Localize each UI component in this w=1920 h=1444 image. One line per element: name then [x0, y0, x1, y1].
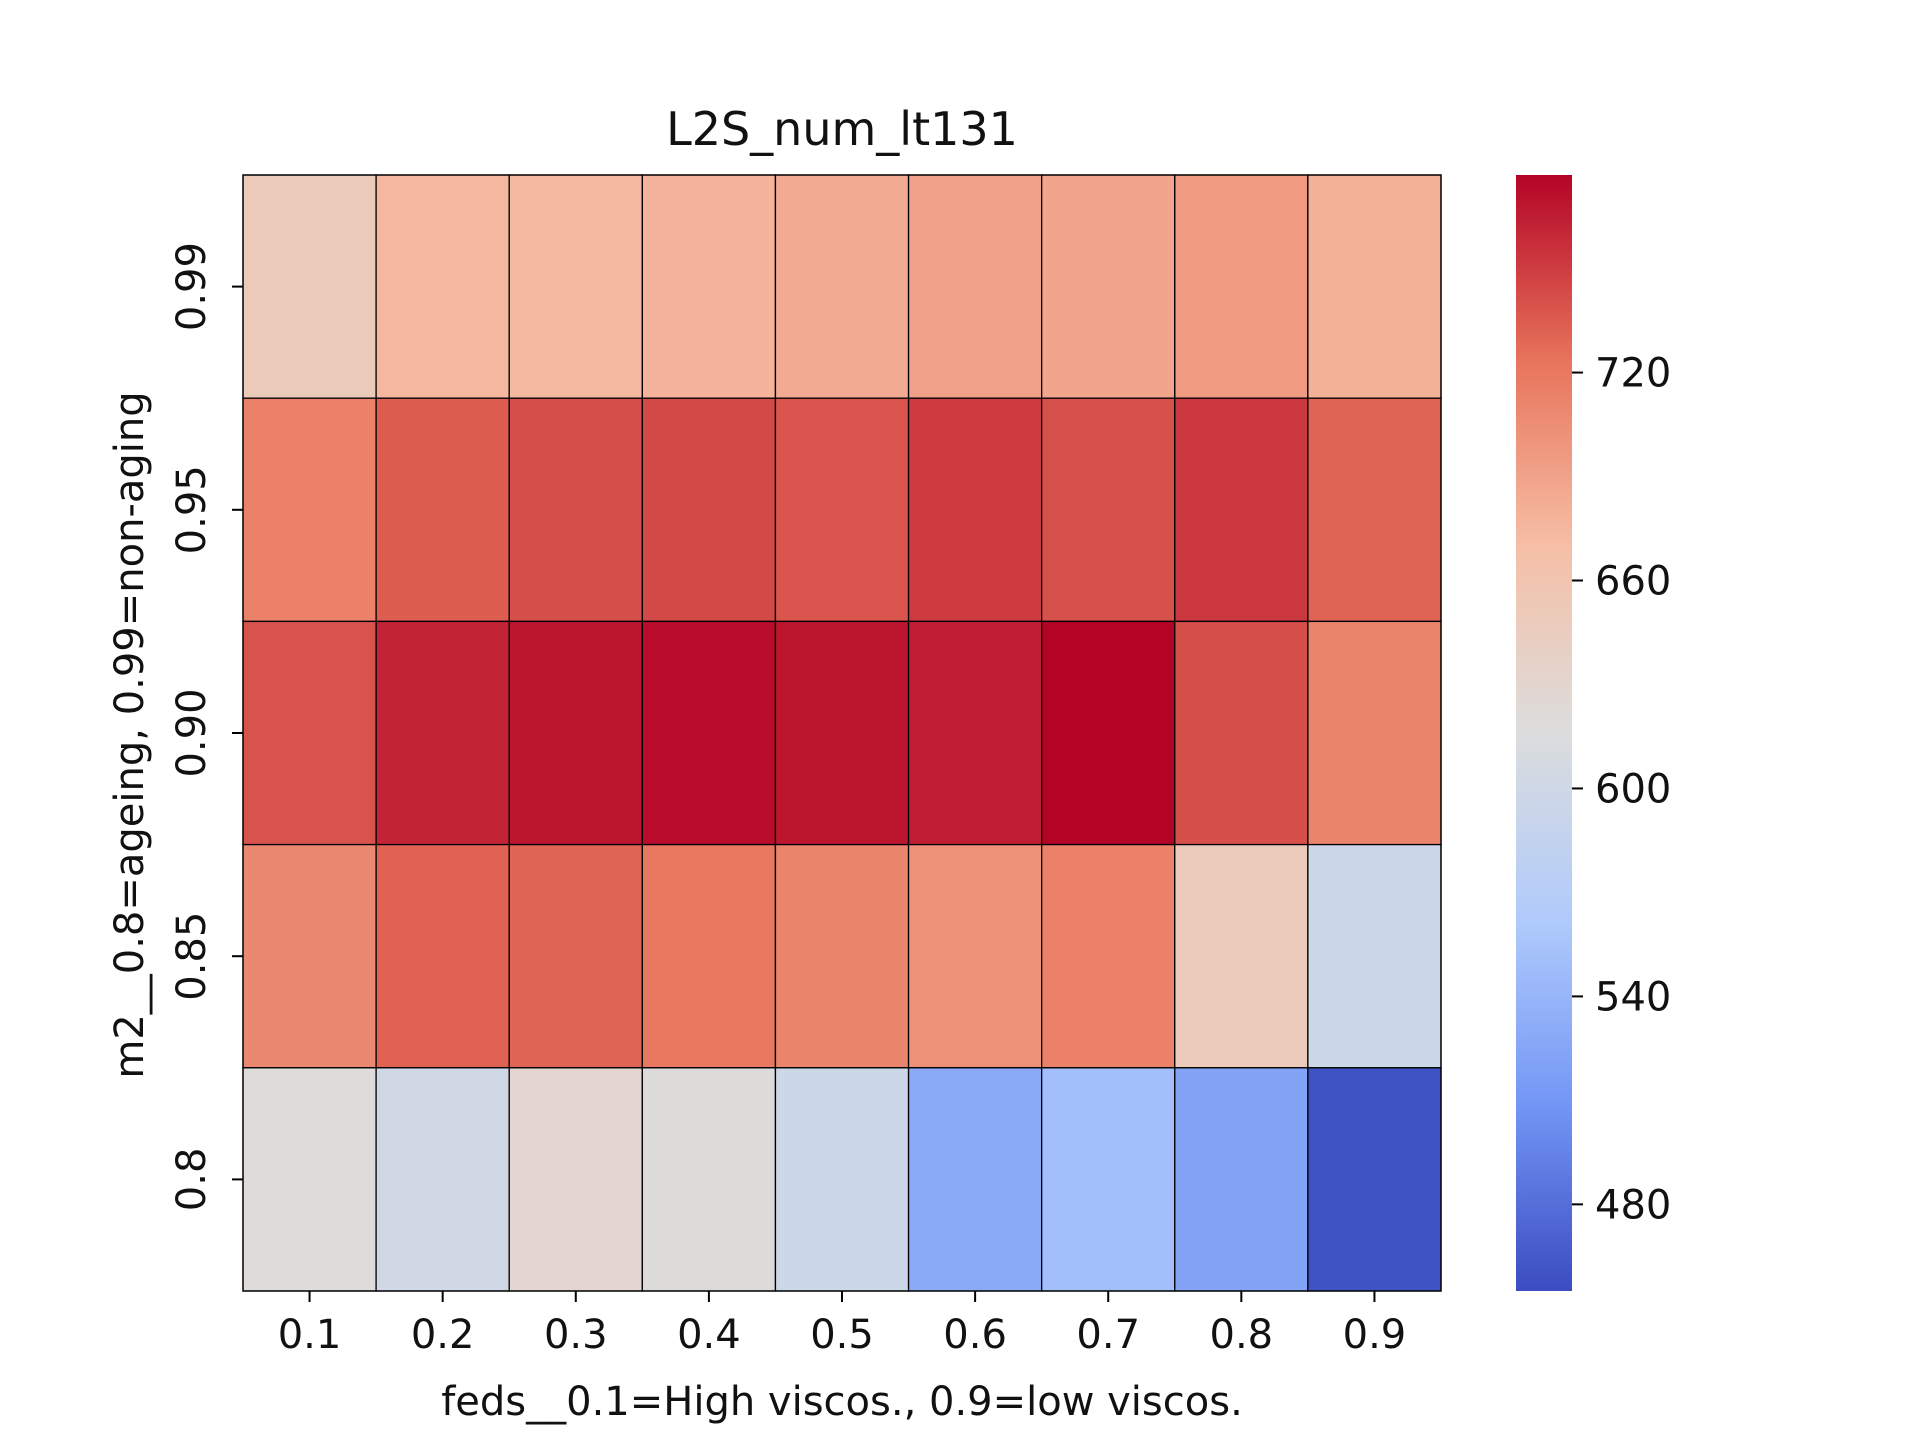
- x-tick-label: 0.3: [544, 1312, 608, 1358]
- heatmap-cell: [1041, 1067, 1176, 1292]
- heatmap-cell: [1307, 174, 1442, 399]
- colorbar: 480 540 600 660 720: [1516, 175, 1671, 1291]
- heatmap-cell: [242, 174, 377, 399]
- x-tick-label: 0.8: [1210, 1312, 1274, 1358]
- heatmap-cell: [641, 843, 777, 1069]
- y-tick-label: 0.95: [169, 465, 215, 554]
- colorbar-tick-label: 480: [1595, 1182, 1671, 1228]
- heatmap-cell: [375, 1067, 510, 1292]
- heatmap-cell: [375, 843, 510, 1069]
- heatmap-cell: [774, 843, 910, 1069]
- heatmap-cell: [907, 1067, 1043, 1292]
- heatmap-cell: [1041, 620, 1176, 846]
- heatmap-cell: [774, 397, 910, 623]
- y-tick-label: 0.85: [169, 912, 215, 1001]
- x-tick-label: 0.9: [1343, 1312, 1407, 1358]
- heatmap-cell: [508, 1067, 643, 1292]
- heatmap-cell: [1307, 1067, 1442, 1292]
- colorbar-tick-label: 660: [1595, 559, 1671, 605]
- heatmap-cell: [1041, 843, 1176, 1069]
- heatmap-cell: [1174, 843, 1309, 1069]
- chart-title: L2S_num_lt131: [666, 102, 1018, 156]
- heatmap-cell: [907, 174, 1043, 399]
- heatmap-cell: [907, 620, 1043, 846]
- colorbar-tick-label: 540: [1595, 974, 1671, 1020]
- y-tick-label: 0.90: [169, 688, 215, 777]
- heatmap-cell: [774, 1067, 910, 1292]
- heatmap-cell: [375, 174, 510, 399]
- x-axis-ticks: 0.1 0.2 0.3 0.4 0.5 0.6 0.7 0.8 0.9: [278, 1291, 1407, 1358]
- colorbar-gradient: [1516, 175, 1572, 1291]
- x-tick-label: 0.7: [1076, 1312, 1140, 1358]
- heatmap-cell: [242, 1067, 377, 1292]
- heatmap-cell: [907, 397, 1043, 623]
- heatmap-cell: [1307, 843, 1442, 1069]
- heatmap-cell: [508, 620, 643, 846]
- heatmap-cell: [375, 397, 510, 623]
- x-tick-label: 0.1: [278, 1312, 342, 1358]
- heatmap-cell: [774, 174, 910, 399]
- y-axis-ticks: 0.99 0.95 0.90 0.85 0.8: [169, 242, 243, 1211]
- y-tick-label: 0.8: [169, 1148, 215, 1212]
- heatmap-cell: [774, 620, 910, 846]
- heatmap-cell: [1174, 1067, 1309, 1292]
- heatmap-cell: [1174, 397, 1309, 623]
- colorbar-tick-label: 600: [1595, 766, 1671, 812]
- heatmap-cell: [1041, 174, 1176, 399]
- heatmap-cell: [375, 620, 510, 846]
- heatmap-cell: [508, 843, 643, 1069]
- heatmap-cell: [508, 397, 643, 623]
- heatmap-cell: [1174, 174, 1309, 399]
- heatmap-cell: [1174, 620, 1309, 846]
- x-tick-label: 0.2: [411, 1312, 475, 1358]
- heatmap-cell: [242, 620, 377, 846]
- heatmap-cell: [641, 1067, 777, 1292]
- x-tick-label: 0.5: [810, 1312, 874, 1358]
- heatmap-cell: [1307, 397, 1442, 623]
- colorbar-tick-label: 720: [1595, 351, 1671, 397]
- heatmap-cell: [641, 174, 777, 399]
- heatmap-cell: [242, 843, 377, 1069]
- x-tick-label: 0.4: [677, 1312, 741, 1358]
- x-axis-label: feds__0.1=High viscos., 0.9=low viscos.: [441, 1379, 1243, 1425]
- x-tick-label: 0.6: [943, 1312, 1007, 1358]
- heatmap-cell: [508, 174, 643, 399]
- heatmap-cell: [641, 397, 777, 623]
- y-tick-label: 0.99: [169, 242, 215, 331]
- y-axis-label: m2__0.8=ageing, 0.99=non-aging: [107, 391, 153, 1078]
- heatmap-cells: [242, 174, 1442, 1292]
- heatmap-cell: [242, 397, 377, 623]
- heatmap-cell: [641, 620, 777, 846]
- heatmap-cell: [1041, 397, 1176, 623]
- heatmap-cell: [1307, 620, 1442, 846]
- heatmap-cell: [907, 843, 1043, 1069]
